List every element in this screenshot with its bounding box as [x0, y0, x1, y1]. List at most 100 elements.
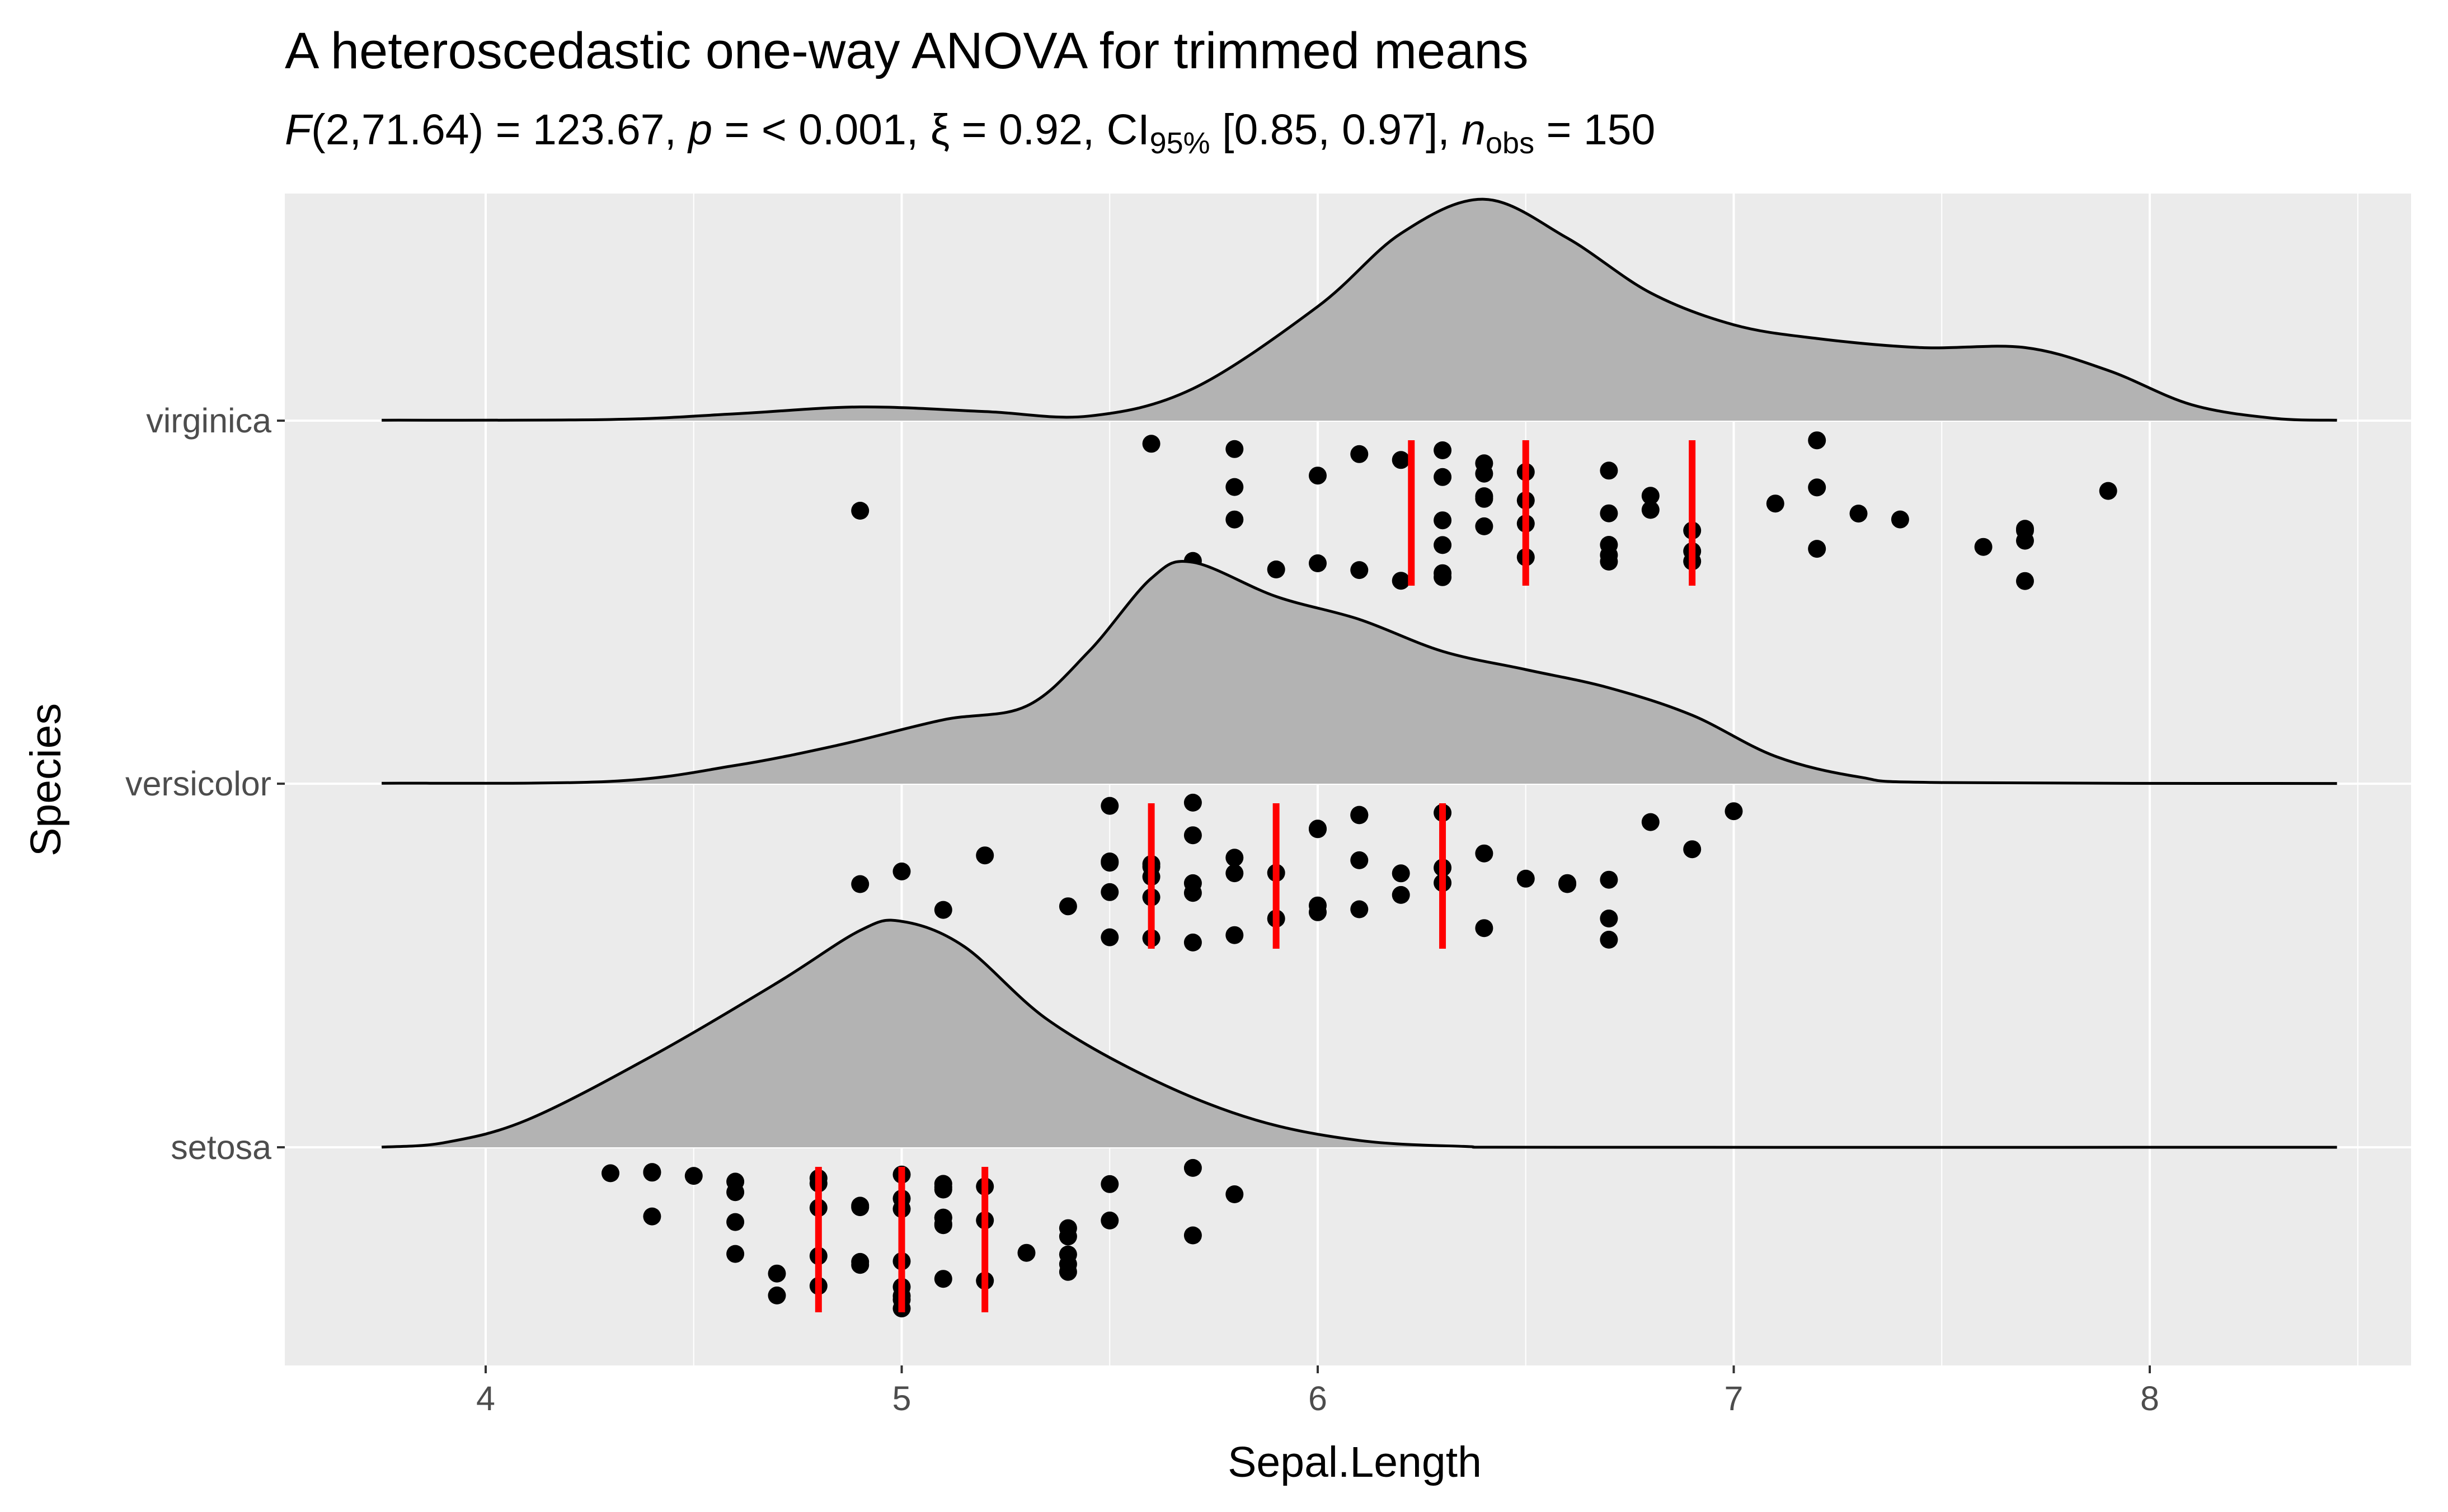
data-point-virginica [1350, 445, 1368, 463]
data-point-versicolor [851, 875, 869, 893]
data-point-virginica [1225, 478, 1243, 496]
x-tick-label-6: 6 [1308, 1379, 1327, 1417]
y-tick-label-virginica: virginica [146, 402, 271, 440]
data-point-setosa [1101, 1212, 1119, 1230]
data-point-versicolor [1392, 886, 1410, 904]
data-point-versicolor [976, 846, 994, 864]
data-point-versicolor [934, 901, 952, 919]
data-point-virginica [2016, 521, 2034, 539]
data-point-versicolor [1184, 934, 1202, 952]
data-point-setosa [726, 1213, 744, 1231]
data-point-setosa [1225, 1185, 1243, 1203]
data-point-versicolor [1225, 864, 1243, 882]
x-tick-label-8: 8 [2140, 1379, 2159, 1417]
data-point-versicolor [1642, 813, 1660, 831]
data-point-virginica [1766, 494, 1784, 512]
data-point-versicolor [893, 863, 911, 880]
data-point-versicolor [1725, 802, 1743, 820]
data-point-virginica [1309, 554, 1327, 572]
data-point-virginica [1808, 478, 1826, 496]
y-tick-label-versicolor: versicolor [125, 765, 271, 803]
data-point-virginica [1309, 467, 1327, 484]
data-point-versicolor [1225, 849, 1243, 866]
data-point-versicolor [1225, 926, 1243, 944]
data-point-versicolor [1309, 897, 1327, 915]
data-point-versicolor [1184, 884, 1202, 902]
data-point-versicolor [1101, 852, 1119, 870]
data-point-setosa [768, 1287, 786, 1304]
data-point-virginica [1475, 487, 1493, 505]
data-point-virginica [1434, 536, 1451, 554]
subtitle-f-args: (2,71.64) = 123.67, [311, 106, 688, 154]
x-tick-label-4: 4 [476, 1379, 495, 1417]
data-point-setosa [851, 1253, 869, 1271]
data-point-setosa [643, 1208, 661, 1226]
data-point-virginica [1600, 536, 1618, 554]
subtitle-n-subscript: obs [1486, 126, 1534, 160]
data-point-virginica [851, 502, 869, 520]
data-point-versicolor [1683, 840, 1701, 858]
data-point-versicolor [1101, 883, 1119, 901]
x-tick-label-5: 5 [892, 1379, 911, 1417]
subtitle-p-text: = < 0.001, ξ = 0.92, CI [712, 106, 1149, 154]
data-point-setosa [1018, 1244, 1036, 1262]
data-point-versicolor [1517, 870, 1535, 888]
data-point-versicolor [1350, 901, 1368, 918]
data-point-virginica [1808, 431, 1826, 449]
subtitle-p-symbol: p [687, 106, 712, 154]
chart-subtitle: F(2,71.64) = 123.67, p = < 0.001, ξ = 0.… [285, 106, 1655, 160]
data-point-versicolor [1350, 806, 1368, 824]
data-point-setosa [1059, 1227, 1077, 1245]
data-point-setosa [602, 1164, 619, 1182]
data-point-setosa [1059, 1263, 1077, 1281]
data-point-virginica [1350, 561, 1368, 579]
data-point-virginica [1808, 540, 1826, 558]
data-point-virginica [1434, 511, 1451, 529]
data-point-setosa [934, 1181, 952, 1199]
data-point-setosa [768, 1265, 786, 1283]
data-point-versicolor [1475, 845, 1493, 863]
data-point-virginica [2099, 482, 2117, 500]
data-point-versicolor [1184, 826, 1202, 844]
data-point-virginica [1434, 568, 1451, 586]
data-point-versicolor [1475, 919, 1493, 937]
x-tick-label-7: 7 [1725, 1379, 1744, 1417]
data-point-virginica [1642, 501, 1660, 519]
subtitle-n-text: = 150 [1534, 106, 1655, 154]
data-point-setosa [934, 1270, 952, 1288]
data-point-versicolor [1558, 875, 1576, 893]
data-point-virginica [1475, 465, 1493, 483]
data-point-virginica [1392, 572, 1410, 590]
data-point-virginica [1434, 468, 1451, 486]
data-point-virginica [1891, 511, 1909, 529]
y-tick-label-setosa: setosa [171, 1128, 271, 1166]
y-axis-title: Species [22, 703, 70, 856]
data-point-virginica [1600, 505, 1618, 522]
data-point-virginica [1475, 517, 1493, 535]
data-point-setosa [685, 1167, 703, 1185]
data-point-versicolor [1309, 819, 1327, 837]
data-point-virginica [1143, 435, 1160, 453]
data-point-virginica [1434, 441, 1451, 459]
data-point-versicolor [1600, 910, 1618, 927]
data-point-versicolor [1101, 797, 1119, 815]
data-point-versicolor [1350, 851, 1368, 869]
data-point-virginica [2016, 572, 2034, 590]
data-point-virginica [1225, 440, 1243, 458]
data-point-virginica [1225, 511, 1243, 529]
data-point-setosa [934, 1209, 952, 1227]
data-point-setosa [726, 1183, 744, 1201]
data-point-setosa [1184, 1227, 1202, 1245]
subtitle-ci-text: [0.85, 0.97], [1210, 106, 1462, 154]
chart-title: A heteroscedastic one-way ANOVA for trim… [285, 22, 1529, 79]
subtitle-f-symbol: F [285, 106, 313, 154]
data-point-setosa [1059, 1246, 1077, 1264]
data-point-versicolor [1600, 871, 1618, 889]
data-point-setosa [643, 1163, 661, 1181]
x-axis-title: Sepal.Length [1228, 1438, 1482, 1486]
data-point-versicolor [1392, 864, 1410, 882]
data-point-setosa [1184, 1159, 1202, 1177]
data-point-setosa [1101, 1175, 1119, 1193]
data-point-versicolor [1059, 897, 1077, 915]
